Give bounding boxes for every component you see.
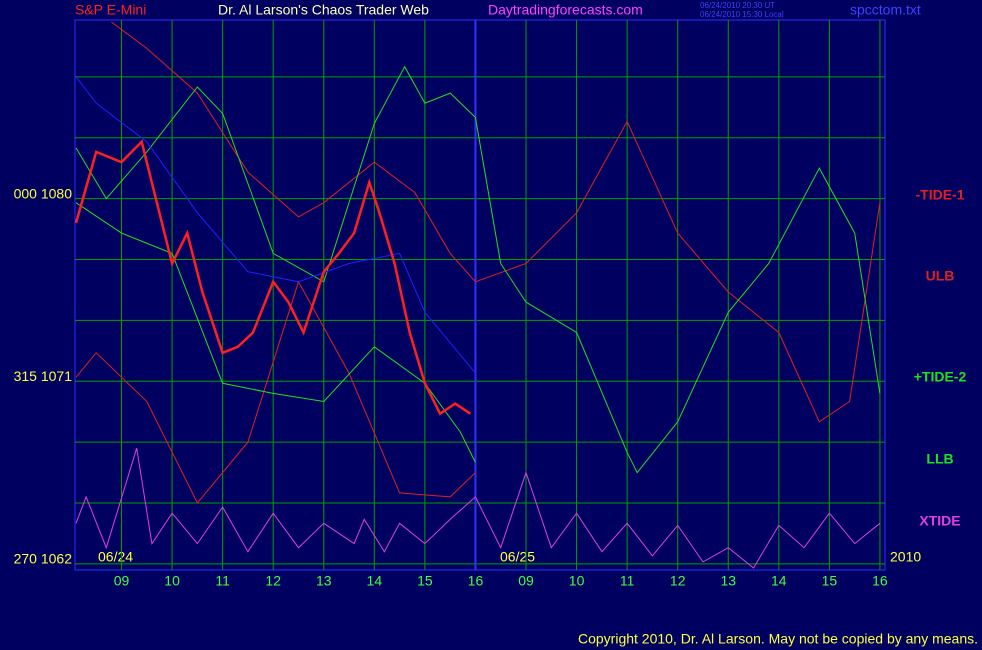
chart-title: Dr. Al Larson's Chaos Trader Web [218, 2, 429, 18]
x-tick-label: 16 [872, 573, 888, 589]
x-tick-label: 12 [265, 573, 281, 589]
x-tick-label: 09 [114, 573, 130, 589]
legend-label: ULB [926, 268, 955, 284]
x-tick-label: 09 [518, 573, 534, 589]
x-tick-label: 11 [620, 573, 635, 589]
x-tick-label: 10 [164, 573, 180, 589]
y-tick-label: 000 1080 [14, 185, 73, 201]
x-tick-label: 15 [417, 573, 433, 589]
x-tick-label: 11 [215, 573, 230, 589]
line [75, 65, 881, 474]
line [75, 448, 881, 569]
line [111, 21, 881, 423]
line [75, 280, 476, 504]
x-tick-label: 16 [468, 573, 484, 589]
x-tick-label: 12 [670, 573, 686, 589]
legend-label: XTIDE [919, 513, 960, 529]
file-name: spcctom.txt [850, 2, 921, 18]
date-label: 2010 [890, 549, 921, 565]
y-tick-label: 270 1062 [14, 551, 73, 567]
copyright: Copyright 2010, Dr. Al Larson. May not b… [578, 631, 978, 647]
x-tick-label: 14 [367, 573, 383, 589]
x-tick-label: 13 [720, 573, 736, 589]
y-tick-label: 315 1071 [14, 368, 73, 384]
site: Daytradingforecasts.com [488, 2, 643, 18]
legend-label: LLB [926, 451, 953, 467]
x-tick-label: 15 [822, 573, 838, 589]
legend-label: +TIDE-2 [914, 369, 967, 385]
timestamp-ut: 06/24/2010 20:30 UT [700, 1, 775, 10]
x-tick-label: 14 [771, 573, 787, 589]
x-tick-label: 13 [316, 573, 332, 589]
date-label: 06/24 [98, 549, 133, 565]
line [75, 202, 476, 463]
line [75, 76, 476, 374]
line [74, 139, 472, 416]
date-label: 06/25 [500, 549, 535, 565]
plot-area [74, 19, 886, 571]
legend-label: -TIDE-1 [916, 187, 965, 203]
timestamp-local: 06/24/2010 15:30 Local [700, 10, 784, 19]
instrument: S&P E-Mini [75, 2, 146, 18]
x-tick-label: 10 [569, 573, 585, 589]
